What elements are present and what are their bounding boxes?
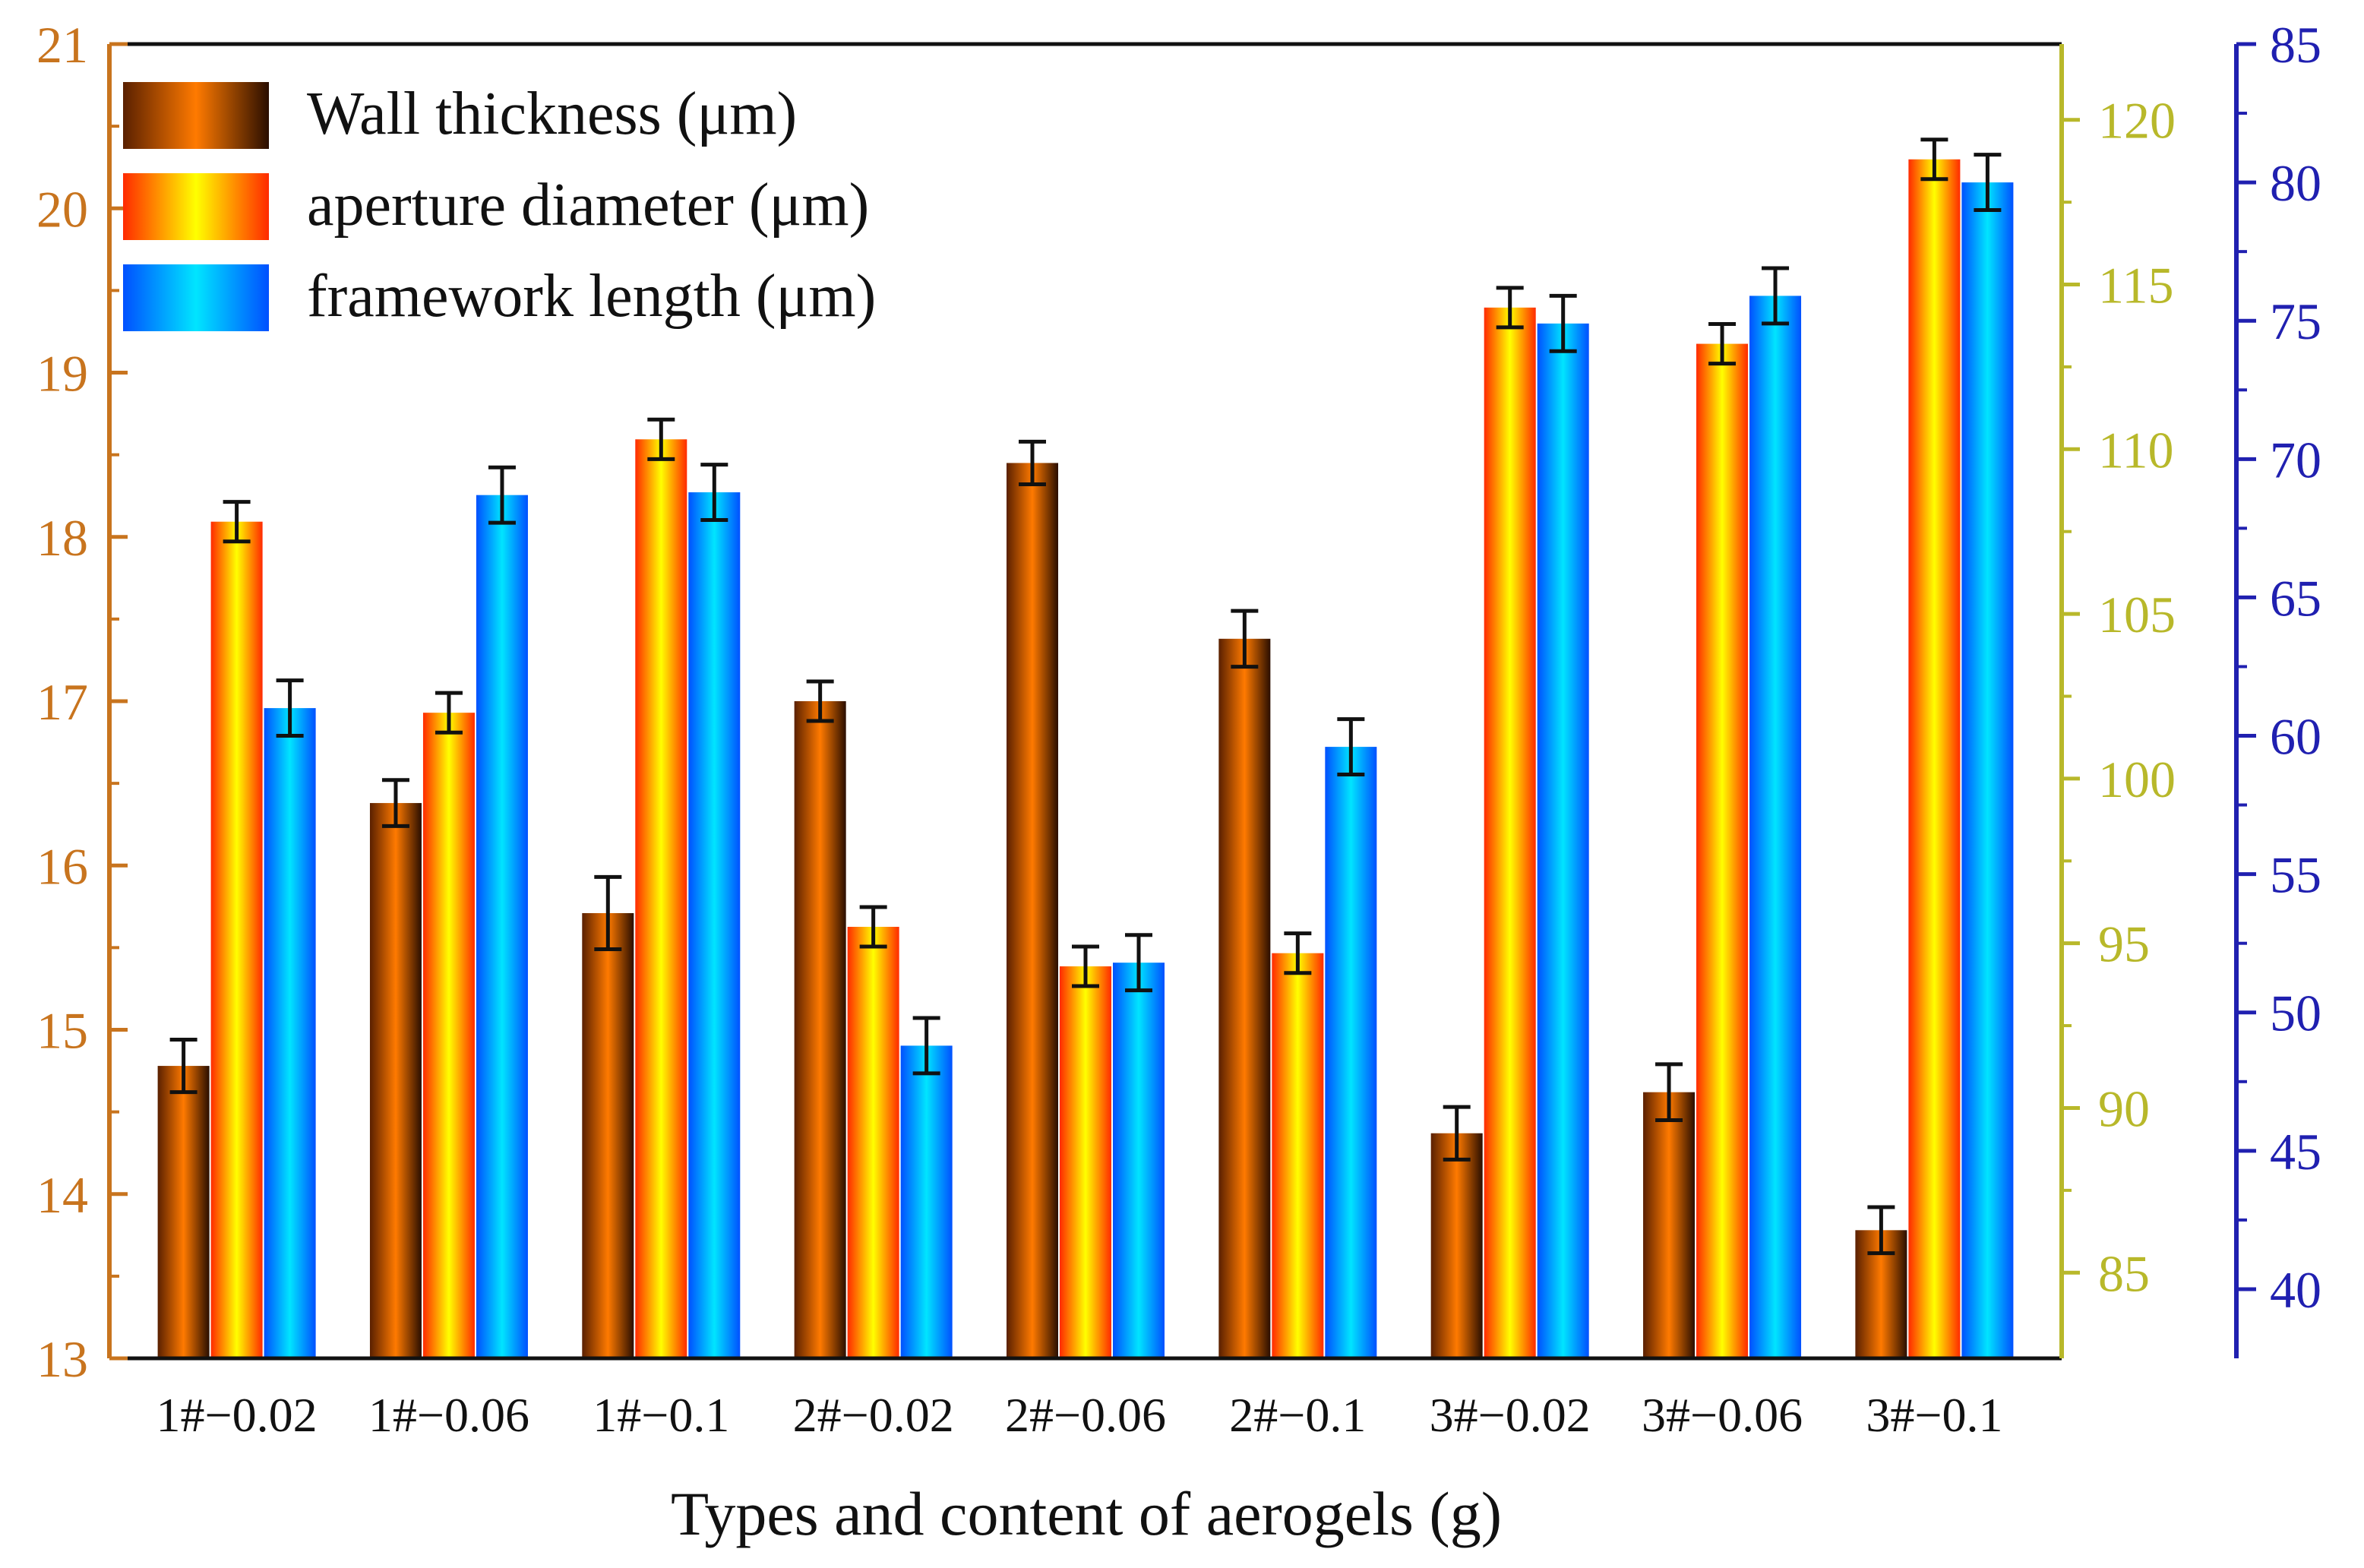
x-axis-label: Types and content of aerogels (g) bbox=[671, 1479, 1502, 1548]
bar-framework-6 bbox=[1325, 747, 1377, 1358]
x-tick-label: 1#−0.1 bbox=[593, 1388, 729, 1442]
right1-tick-label: 110 bbox=[2098, 421, 2173, 479]
legend-swatch-aperture bbox=[123, 173, 269, 240]
bar-wall-3 bbox=[582, 912, 634, 1358]
bar-aperture-3 bbox=[635, 439, 687, 1358]
bar-framework-4 bbox=[900, 1045, 953, 1358]
bar-aperture-4 bbox=[847, 927, 899, 1358]
right2-tick-label: 75 bbox=[2270, 292, 2321, 350]
left-tick-label: 15 bbox=[36, 1002, 88, 1060]
legend-label-wall: Wall thickness (μm) bbox=[307, 81, 797, 147]
left-tick-label: 20 bbox=[36, 180, 88, 238]
legend: Wall thickness (μm) aperture diameter (μm… bbox=[123, 81, 876, 331]
bar-wall-5 bbox=[1007, 463, 1058, 1358]
right2-tick-label: 70 bbox=[2270, 431, 2321, 488]
x-tick-label: 3#−0.1 bbox=[1866, 1388, 2002, 1442]
x-tick-label: 1#−0.02 bbox=[156, 1388, 318, 1442]
bar-framework-8 bbox=[1749, 296, 1802, 1358]
right1-tick-label: 105 bbox=[2098, 586, 2176, 643]
bar-aperture-6 bbox=[1272, 953, 1324, 1358]
legend-swatch-wall bbox=[123, 82, 269, 149]
left-tick-label: 13 bbox=[36, 1330, 88, 1388]
x-tick-label: 3#−0.06 bbox=[1642, 1388, 1803, 1442]
right2-tick-label: 80 bbox=[2270, 154, 2321, 212]
right2-tick-label: 45 bbox=[2270, 1123, 2321, 1181]
right2-tick-label: 65 bbox=[2270, 569, 2321, 627]
right1-tick-label: 100 bbox=[2098, 751, 2176, 808]
right1-tick-label: 90 bbox=[2098, 1080, 2150, 1137]
bar-aperture-5 bbox=[1060, 966, 1111, 1358]
bar-framework-5 bbox=[1113, 963, 1165, 1358]
x-tick-label: 2#−0.1 bbox=[1229, 1388, 1366, 1442]
left-tick-label: 21 bbox=[36, 16, 88, 74]
bar-wall-1 bbox=[157, 1066, 210, 1358]
right2-tick-label: 40 bbox=[2270, 1261, 2321, 1319]
bar-framework-7 bbox=[1537, 323, 1589, 1358]
x-tick-label: 2#−0.02 bbox=[793, 1388, 954, 1442]
axes-layer: 1#−0.02 1#−0.06 1#−0.1 2#−0.02 2#−0.06 2#−0.1… bbox=[36, 16, 2321, 1442]
bar-framework-9 bbox=[1961, 182, 2014, 1359]
bar-wall-7 bbox=[1430, 1133, 1483, 1358]
bar-framework-3 bbox=[688, 492, 741, 1359]
right1-tick-label: 120 bbox=[2098, 92, 2176, 150]
x-tick-label: 3#−0.02 bbox=[1430, 1388, 1591, 1442]
legend-swatch-framework bbox=[123, 264, 269, 331]
bar-framework-2 bbox=[476, 495, 528, 1359]
right2-tick-label: 50 bbox=[2270, 985, 2321, 1042]
right2-tick-label: 60 bbox=[2270, 708, 2321, 766]
bar-aperture-9 bbox=[1908, 159, 1961, 1358]
right1-tick-label: 115 bbox=[2098, 257, 2173, 315]
right1-tick-label: 95 bbox=[2098, 915, 2150, 973]
error-bars-layer bbox=[169, 138, 2002, 1256]
x-tick-label: 1#−0.06 bbox=[368, 1388, 529, 1442]
legend-label-framework: framework length (μm) bbox=[307, 263, 876, 330]
bar-aperture-1 bbox=[210, 521, 263, 1358]
bar-aperture-2 bbox=[422, 713, 475, 1358]
bar-wall-2 bbox=[369, 803, 422, 1358]
x-tick-label: 2#−0.06 bbox=[1005, 1388, 1166, 1442]
bars-layer bbox=[157, 159, 2014, 1359]
legend-label-aperture: aperture diameter (μm) bbox=[307, 172, 869, 239]
left-tick-label: 16 bbox=[36, 837, 88, 895]
left-tick-label: 14 bbox=[36, 1166, 88, 1224]
right2-tick-label: 85 bbox=[2270, 16, 2321, 74]
right2-tick-label: 55 bbox=[2270, 846, 2321, 904]
bar-aperture-7 bbox=[1484, 307, 1536, 1358]
bar-wall-8 bbox=[1643, 1092, 1696, 1358]
left-tick-label: 18 bbox=[36, 509, 88, 567]
left-tick-label: 19 bbox=[36, 345, 88, 403]
right1-tick-label: 85 bbox=[2098, 1244, 2150, 1302]
left-tick-label: 17 bbox=[36, 673, 88, 731]
bar-aperture-8 bbox=[1696, 343, 1749, 1358]
bar-wall-6 bbox=[1218, 638, 1271, 1358]
bar-framework-1 bbox=[264, 708, 316, 1358]
bar-wall-4 bbox=[794, 701, 846, 1358]
